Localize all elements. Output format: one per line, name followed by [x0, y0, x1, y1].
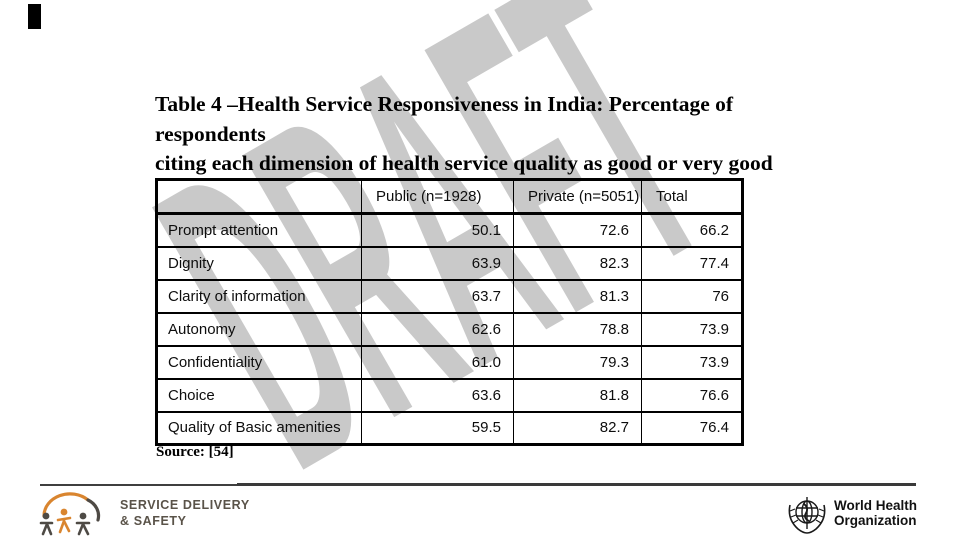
total-value: 73.9 — [641, 344, 743, 379]
row-label: Clarity of information — [156, 278, 362, 313]
source-citation: Source: [54] — [156, 444, 234, 460]
total-value: 76.6 — [641, 377, 743, 412]
total-value: 76 — [641, 278, 743, 313]
who-logo: World Health Organization — [786, 493, 917, 535]
sds-figures-icon — [39, 492, 101, 536]
private-value: 82.7 — [513, 410, 642, 445]
text-cursor-artifact — [28, 4, 41, 29]
public-value: 63.7 — [361, 278, 514, 313]
total-value: 76.4 — [641, 410, 743, 445]
sds-logo-line-1: SERVICE DELIVERY — [120, 498, 250, 512]
table-row: Dignity 63.9 82.3 77.4 — [156, 245, 743, 280]
public-value: 59.5 — [361, 410, 514, 445]
row-label: Dignity — [156, 245, 362, 280]
table-row: Autonomy 62.6 78.8 73.9 — [156, 311, 743, 346]
row-label: Autonomy — [156, 311, 362, 346]
table-row: Choice 63.6 81.8 76.6 — [156, 377, 743, 412]
private-value: 81.3 — [513, 278, 642, 313]
private-value: 79.3 — [513, 344, 642, 379]
who-logo-text: World Health Organization — [834, 498, 918, 529]
table-row: Prompt attention 50.1 72.6 66.2 — [156, 212, 743, 247]
public-value: 61.0 — [361, 344, 514, 379]
table-row: Quality of Basic amenities 59.5 82.7 76.4 — [156, 410, 743, 445]
who-logo-line-2: Organization — [834, 512, 917, 528]
who-logo-line-1: World Health — [834, 498, 918, 513]
header-dimension — [156, 179, 362, 215]
row-label: Choice — [156, 377, 362, 412]
row-label: Confidentiality — [156, 344, 362, 379]
public-value: 62.6 — [361, 311, 514, 346]
footer-divider-thick — [237, 483, 916, 486]
row-label: Quality of Basic amenities — [156, 410, 362, 445]
table-row: Clarity of information 63.7 81.3 76 — [156, 278, 743, 313]
private-value: 72.6 — [513, 212, 642, 247]
footer-divider-thin — [40, 484, 237, 486]
header-total: Total — [641, 179, 743, 215]
title-line-2: citing each dimension of health service … — [155, 151, 773, 176]
public-value: 50.1 — [361, 212, 514, 247]
public-value: 63.6 — [361, 377, 514, 412]
table-row: Confidentiality 61.0 79.3 73.9 — [156, 344, 743, 379]
sds-logo-text: SERVICE DELIVERY & SAFETY — [120, 498, 250, 529]
header-public: Public (n=1928) — [361, 179, 514, 215]
total-value: 77.4 — [641, 245, 743, 280]
public-value: 63.9 — [361, 245, 514, 280]
private-value: 81.8 — [513, 377, 642, 412]
sds-logo-line-2: & SAFETY — [120, 513, 187, 528]
service-delivery-safety-logo: SERVICE DELIVERY & SAFETY — [32, 490, 250, 538]
title-line-1: Table 4 –Health Service Responsiveness i… — [155, 92, 734, 146]
row-label: Prompt attention — [156, 212, 362, 247]
who-globe-icon — [788, 497, 826, 534]
total-value: 73.9 — [641, 311, 743, 346]
slide-title: Table 4 –Health Service Responsiveness i… — [155, 90, 835, 179]
private-value: 78.8 — [513, 311, 642, 346]
header-private: Private (n=5051) — [513, 179, 642, 215]
responsiveness-table: Public (n=1928) Private (n=5051) Total P… — [155, 178, 744, 446]
private-value: 82.3 — [513, 245, 642, 280]
table-header-row: Public (n=1928) Private (n=5051) Total — [156, 179, 743, 215]
total-value: 66.2 — [641, 212, 743, 247]
